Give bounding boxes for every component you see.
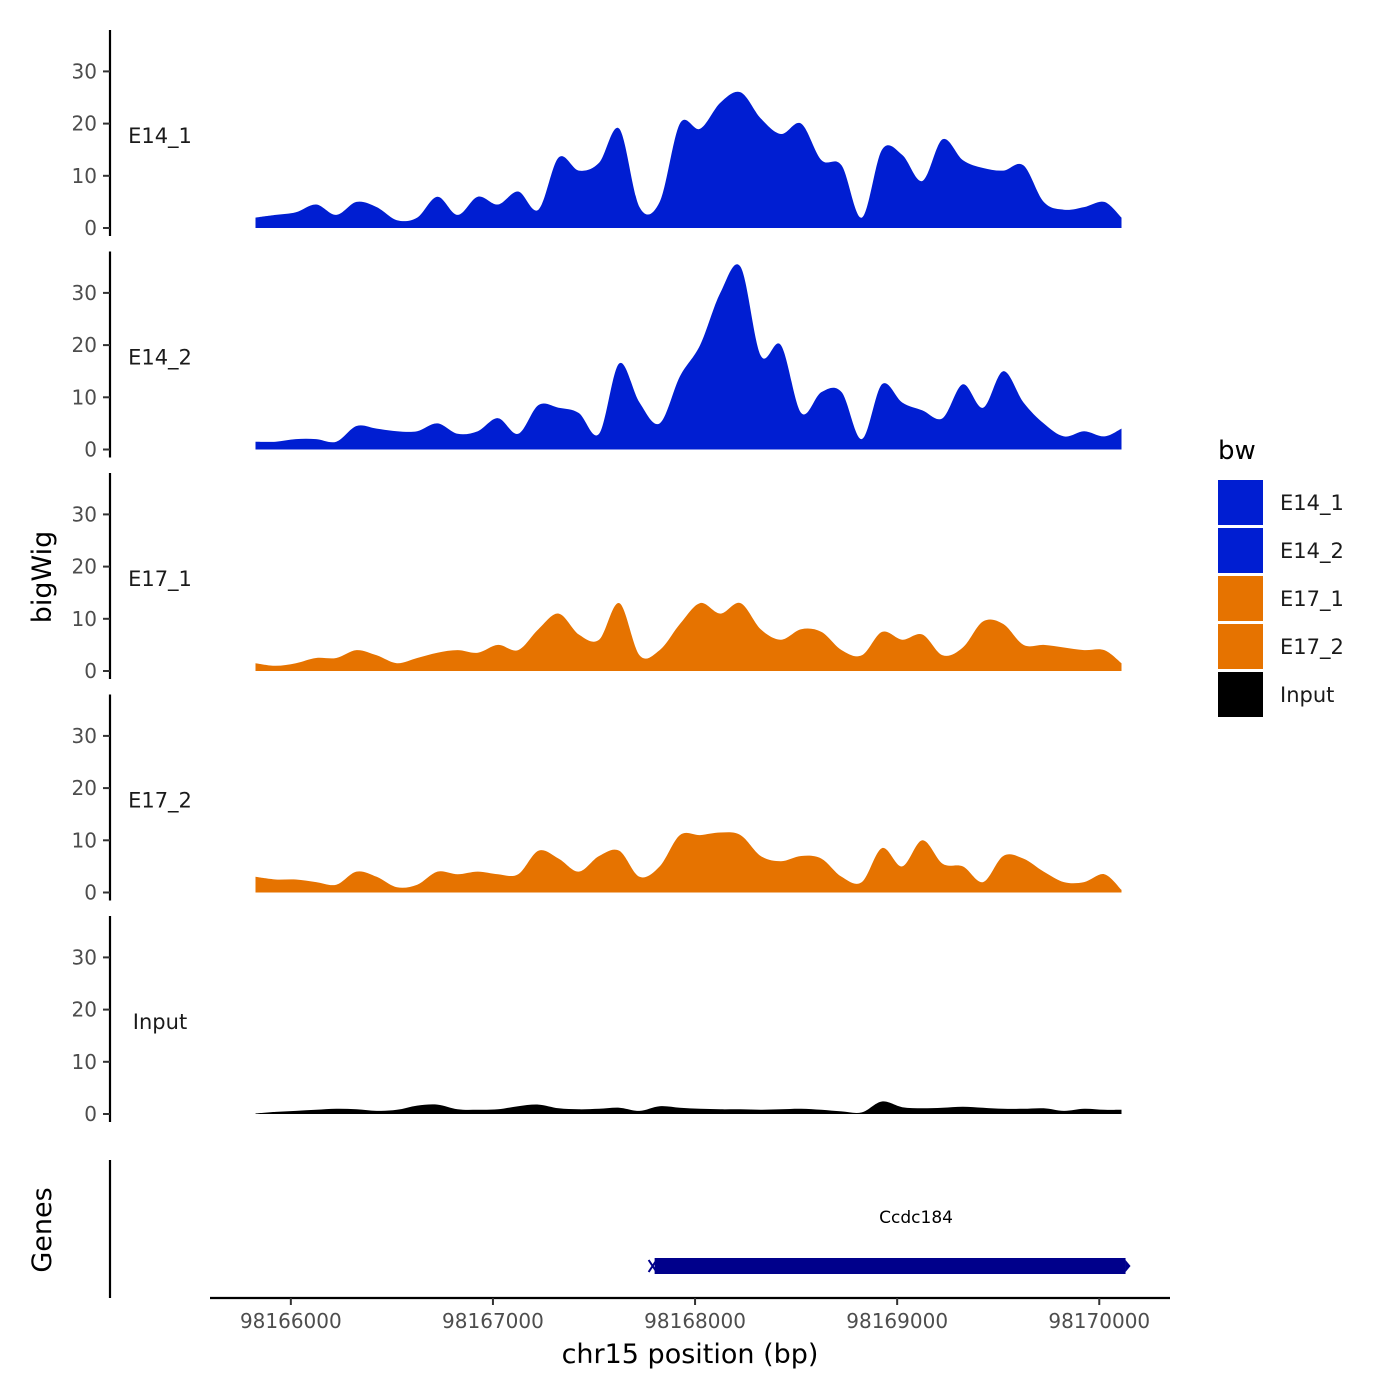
legend-label: E14_2 (1280, 539, 1344, 564)
genes-panel: Ccdc184 (108, 1160, 1131, 1298)
track-e17-1: 0 10 20 30 E17_1 (72, 473, 1122, 683)
track-input: 0 10 20 30 Input (72, 916, 1122, 1126)
coverage-area (255, 264, 1122, 450)
y-tick-label: 10 (72, 1050, 97, 1074)
y-tick-label: 0 (84, 881, 97, 905)
y-tick-label: 30 (72, 502, 97, 526)
coverage-area (255, 602, 1122, 671)
y-tick-label: 0 (84, 438, 97, 462)
track-label: Input (133, 1010, 187, 1034)
gene-ccdc184: Ccdc184 (647, 1208, 1131, 1274)
legend-entry-e17-2: E17_2 (1218, 624, 1344, 669)
legend-entry-e14-1: E14_1 (1218, 480, 1344, 525)
legend-label: E17_1 (1280, 587, 1344, 612)
x-axis-title: chr15 position (bp) (562, 1339, 819, 1370)
legend-label: Input (1280, 683, 1334, 707)
legend: bw E14_1 E14_2 E17_1 E17_2 Input (1218, 436, 1344, 717)
y-tick-label: 30 (72, 59, 97, 83)
y-axis-title: bigWig (27, 531, 58, 624)
coverage-area (255, 832, 1122, 893)
track-e14-2: 0 10 20 30 E14_2 (72, 251, 1122, 462)
y-tick-label: 10 (72, 607, 97, 631)
legend-entry-input: Input (1218, 672, 1334, 717)
x-tick-label: 98167000 (442, 1309, 544, 1333)
coverage-area (255, 91, 1122, 229)
y-tick-label: 30 (72, 724, 97, 748)
gene-end-marker (1125, 1260, 1131, 1272)
y-tick-label: 10 (72, 164, 97, 188)
legend-key (1218, 672, 1263, 717)
y-tick-label: 20 (72, 112, 97, 136)
track-label: E14_2 (128, 346, 192, 371)
legend-key (1218, 528, 1263, 573)
legend-entry-e17-1: E17_1 (1218, 576, 1344, 621)
coverage-area (255, 1101, 1122, 1114)
x-axis: 98166000 98167000 98168000 98169000 98170000 (210, 1296, 1170, 1333)
y-tick-label: 20 (72, 333, 97, 357)
x-tick-label: 98166000 (240, 1309, 342, 1333)
y-tick-label: 0 (84, 1102, 97, 1126)
gene-start-marker (647, 1259, 658, 1273)
legend-key (1218, 480, 1263, 525)
coverage-tracks: 0 10 20 30 E14_1 0 10 20 30 E14_2 0 10 20 30 E17_1 0 10 2… (72, 30, 1122, 1126)
x-tick-label: 98170000 (1048, 1309, 1150, 1333)
x-tick-label: 98169000 (846, 1309, 948, 1333)
legend-title: bw (1218, 436, 1256, 466)
y-tick-label: 20 (72, 776, 97, 800)
y-tick-label: 20 (72, 998, 97, 1022)
track-label: E17_2 (128, 789, 192, 814)
track-label: E14_1 (128, 124, 192, 149)
genes-axis-title: Genes (27, 1187, 58, 1272)
legend-label: E14_1 (1280, 491, 1344, 516)
y-tick-label: 0 (84, 216, 97, 240)
x-tick-label: 98168000 (644, 1309, 746, 1333)
y-tick-label: 20 (72, 555, 97, 579)
y-tick-label: 10 (72, 385, 97, 409)
legend-label: E17_2 (1280, 635, 1344, 660)
legend-entry-e14-2: E14_2 (1218, 528, 1344, 573)
legend-key (1218, 624, 1263, 669)
legend-key (1218, 576, 1263, 621)
gene-label: Ccdc184 (879, 1208, 953, 1228)
y-tick-label: 0 (84, 659, 97, 683)
y-tick-label: 10 (72, 828, 97, 852)
gene-body (654, 1258, 1126, 1274)
track-e14-1: 0 10 20 30 E14_1 (72, 30, 1122, 240)
y-tick-label: 30 (72, 945, 97, 969)
y-tick-label: 30 (72, 281, 97, 305)
track-e17-2: 0 10 20 30 E17_2 (72, 694, 1122, 905)
track-label: E17_1 (128, 567, 192, 592)
